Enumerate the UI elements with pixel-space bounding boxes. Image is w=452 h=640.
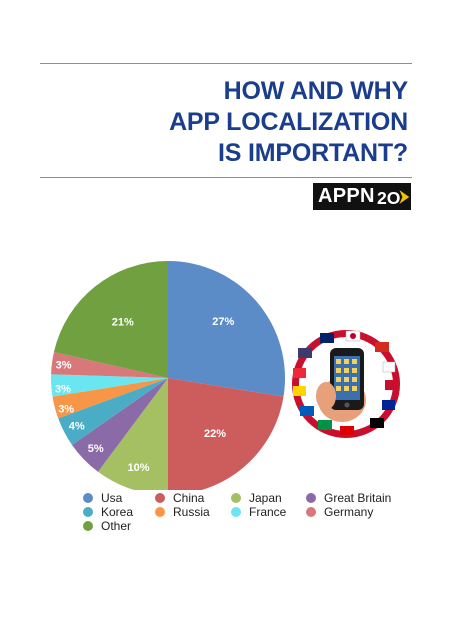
slice-label-other: 21%	[112, 316, 134, 328]
legend-label: Russia	[173, 505, 210, 519]
phone-with-flags-icon	[290, 328, 402, 440]
legend-label: Japan	[249, 491, 282, 505]
logo-text: APPN	[318, 185, 375, 207]
legend-item-korea: Korea	[83, 505, 133, 519]
slice-label-russia: 3%	[58, 404, 74, 416]
slice-label-china: 22%	[204, 428, 226, 440]
slice-label-germany: 3%	[56, 360, 72, 372]
legend-label: Great Britain	[324, 491, 392, 505]
page-title: HOW AND WHY APP LOCALIZATION IS IMPORTAN…	[169, 76, 408, 169]
legend-swatch	[83, 493, 93, 503]
pie-slice-japan	[98, 378, 168, 490]
legend-item-france: France	[231, 505, 286, 519]
legend-label: Germany	[324, 505, 374, 519]
legend-swatch	[83, 521, 93, 531]
legend-item-usa: Usa	[83, 491, 122, 505]
legend-swatch	[306, 493, 316, 503]
legend-swatch	[306, 507, 316, 517]
legend-label: Other	[101, 519, 132, 533]
pie-chart: 27% 22% 10% 5%4% 3% 3% 3% 21%	[51, 261, 285, 490]
legend-swatch	[155, 493, 165, 503]
slice-label-usa: 27%	[212, 316, 234, 328]
logo-mark-icon: 2O	[377, 187, 410, 207]
legend-item-great-britain: Great Britain	[306, 491, 391, 505]
legend-label: Korea	[101, 505, 134, 519]
legend-item-other: Other	[83, 519, 131, 533]
pie-slice-great-britain	[72, 378, 168, 472]
legend-label: France	[249, 505, 287, 519]
appnoz-logo: APPN 2O	[313, 183, 411, 210]
slice-label-great-britain: 5%	[88, 443, 104, 455]
pie-slice-korea	[58, 378, 168, 445]
bottom-divider	[40, 177, 412, 178]
legend-swatch	[231, 507, 241, 517]
slice-label-japan: 10%	[127, 462, 149, 474]
legend-swatch	[231, 493, 241, 503]
title-line-3: IS IMPORTANT?	[218, 139, 408, 167]
pie-slice-usa	[168, 261, 285, 397]
slice-label-korea: 4%	[69, 421, 85, 433]
pie-slice-russia	[52, 378, 168, 419]
legend-label: China	[173, 491, 205, 505]
pie-slice-china	[168, 378, 284, 490]
pie-slice-germany	[51, 351, 168, 378]
svg-text:2O: 2O	[377, 187, 400, 207]
legend-item-japan: Japan	[231, 491, 282, 505]
legend-swatch	[155, 507, 165, 517]
pie-slice-france	[51, 374, 168, 397]
pie-slice-other	[53, 261, 168, 378]
legend-swatch	[83, 507, 93, 517]
top-divider	[40, 63, 412, 64]
legend-item-china: China	[155, 491, 204, 505]
legend-item-russia: Russia	[155, 505, 210, 519]
slice-label-france: 3%	[55, 384, 71, 396]
legend-item-germany: Germany	[306, 505, 373, 519]
title-line-2: APP LOCALIZATION	[169, 108, 408, 136]
legend-label: Usa	[101, 491, 123, 505]
title-line-1: HOW AND WHY	[223, 77, 409, 105]
